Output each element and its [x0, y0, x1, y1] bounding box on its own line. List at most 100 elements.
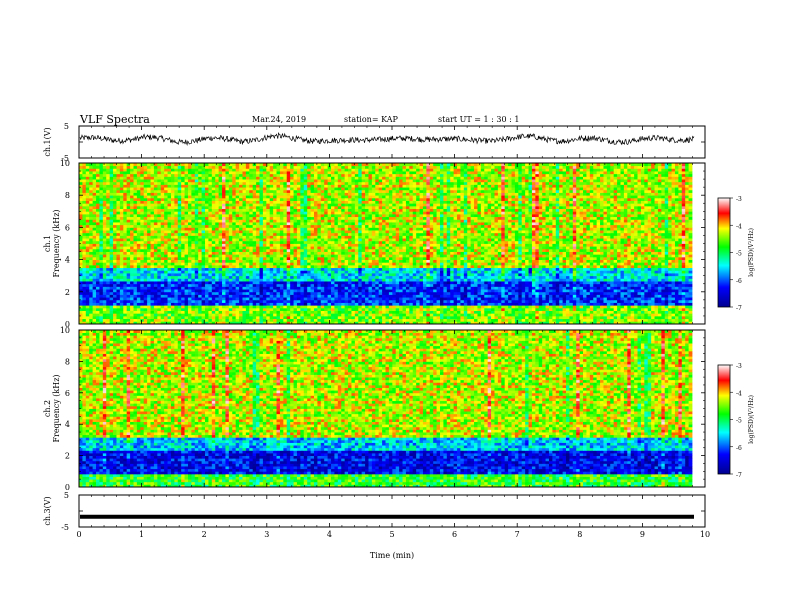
spectrogram-cell [460, 313, 464, 316]
spectrogram-cell [202, 257, 206, 260]
spectrogram-cell [672, 268, 676, 271]
spectrogram-cell [93, 278, 97, 281]
spectrogram-cell [392, 297, 396, 300]
spectrogram-cell [164, 311, 168, 314]
spectrogram-cell [467, 276, 471, 279]
spectrogram-cell [471, 311, 475, 314]
spectrogram-cell [338, 260, 342, 263]
spectrogram-cell [437, 294, 441, 297]
spectrogram-cell [631, 257, 635, 260]
spectrogram-cell [460, 278, 464, 281]
spectrogram-cell [208, 281, 212, 284]
spectrogram-cell [307, 252, 311, 255]
spectrogram-cell [358, 297, 362, 300]
spectrogram-cell [491, 270, 495, 273]
spectrogram-cell [140, 276, 144, 279]
spectrogram-cell [147, 252, 151, 255]
spectrogram-cell [634, 297, 638, 300]
spectrogram-cell [120, 284, 124, 287]
spectrogram-cell [154, 311, 158, 314]
spectrogram-cell [638, 254, 642, 257]
spectrogram-cell [644, 308, 648, 311]
spectrogram-cell [239, 294, 243, 297]
spectrogram-cell [89, 316, 93, 319]
spectrogram-cell [300, 305, 304, 308]
spectrogram-cell [515, 276, 519, 279]
spectrogram-cell [610, 319, 614, 322]
spectrogram-cell [413, 303, 417, 306]
spectrogram-cell [566, 281, 570, 284]
spectrogram-cell [597, 311, 601, 314]
spectrogram-cell [345, 297, 349, 300]
spectrogram-cell [375, 278, 379, 281]
spectrogram-cell [345, 257, 349, 260]
spectrogram-cell [144, 273, 148, 276]
spectrogram-cell [266, 281, 270, 284]
spectrogram-cell [447, 316, 451, 319]
spectrogram-cell [328, 268, 332, 271]
spectrogram-cell [610, 265, 614, 268]
spectrogram-cell [341, 297, 345, 300]
spectrogram-cell [546, 300, 550, 303]
spectrogram-cell [638, 252, 642, 255]
spectrogram-cell [185, 313, 189, 316]
spectrogram-cell [195, 303, 199, 306]
spectrogram-cell [682, 292, 686, 295]
spectrogram-cell [471, 292, 475, 295]
spectrogram-cell [396, 311, 400, 314]
spectrogram-cell [392, 294, 396, 297]
spectrogram-cell [508, 284, 512, 287]
spectrogram-cell [334, 281, 338, 284]
spectrogram-cell [624, 284, 628, 287]
spectrogram-cell [317, 300, 321, 303]
spectrogram-cell [556, 284, 560, 287]
spectrogram-cell [334, 273, 338, 276]
spectrogram-cell [603, 265, 607, 268]
spectrogram-cell [185, 308, 189, 311]
spectrogram-cell [106, 313, 110, 316]
spectrogram-cell [195, 276, 199, 279]
spectrogram-cell [614, 294, 618, 297]
spectrogram-cell [232, 286, 236, 289]
spectrogram-cell [420, 270, 424, 273]
spectrogram-cell [140, 265, 144, 268]
spectrogram-cell [484, 286, 488, 289]
spectrogram-cell [89, 254, 93, 257]
spectrogram-cell [420, 254, 424, 257]
spectrogram-cell [127, 273, 131, 276]
spectrogram-cell [144, 294, 148, 297]
spectrogram-cell [212, 319, 216, 322]
spectrogram-cell [651, 297, 655, 300]
spectrogram-cell [205, 268, 209, 271]
spectrogram-cell [450, 286, 454, 289]
spectrogram-cell [222, 297, 226, 300]
spectrogram-cell [426, 254, 430, 257]
spectrogram-cell [403, 297, 407, 300]
spectrogram-cell [638, 262, 642, 265]
spectrogram-cell [147, 294, 151, 297]
spectrogram-cell [467, 316, 471, 319]
spectrogram-cell [351, 260, 355, 263]
spectrogram-cell [144, 270, 148, 273]
spectrogram-cell [559, 297, 563, 300]
spectrogram-cell [597, 252, 601, 255]
spectrogram-cell [542, 313, 546, 316]
spectrogram-cell [106, 292, 110, 295]
spectrogram-cell [130, 303, 134, 306]
spectrogram-cell [474, 265, 478, 268]
spectrogram-cell [566, 262, 570, 265]
spectrogram-cell [672, 265, 676, 268]
spectrogram-cell [488, 254, 492, 257]
spectrogram-cell [365, 284, 369, 287]
spectrogram-cell [215, 284, 219, 287]
spectrogram-cell [532, 313, 536, 316]
spectrogram-cell [249, 292, 253, 295]
spectrogram-cell [631, 281, 635, 284]
spectrogram-cell [144, 278, 148, 281]
spectrogram-cell [426, 294, 430, 297]
spectrogram-cell [120, 294, 124, 297]
spectrogram-cell [573, 273, 577, 276]
spectrogram-cell [300, 278, 304, 281]
spectrogram-cell [219, 252, 223, 255]
spectrogram-cell [382, 276, 386, 279]
